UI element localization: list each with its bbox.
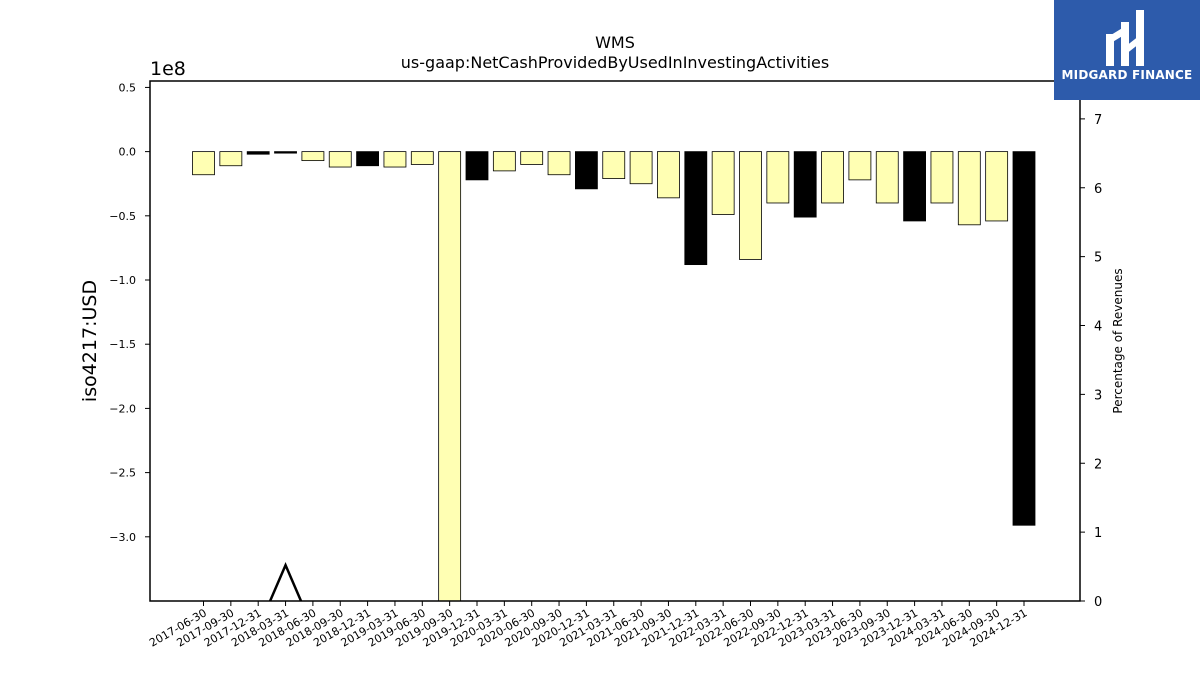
y-tick-label: −2.5 xyxy=(109,467,136,480)
y-tick-label: −2.0 xyxy=(109,402,136,415)
bar-2018-03-31 xyxy=(274,151,297,154)
bar-2021-06-30 xyxy=(629,151,653,185)
bar-2019-06-30 xyxy=(410,151,434,165)
bar-2018-12-31 xyxy=(356,151,380,167)
y-tick-label: −1.0 xyxy=(109,274,136,287)
bar-2020-12-31 xyxy=(575,151,598,190)
y2-tick-label: 1 xyxy=(1094,526,1102,541)
bar-2018-09-30 xyxy=(328,151,352,168)
bar-2024-03-31 xyxy=(930,151,954,204)
y-tick-label: 0.0 xyxy=(119,146,137,159)
bar-2019-09-30 xyxy=(438,151,462,601)
chart-title: WMS xyxy=(595,33,635,52)
bar-2017-09-30 xyxy=(219,151,243,167)
y-tick-label: −1.5 xyxy=(109,338,136,351)
y-tick-label: −0.5 xyxy=(109,210,136,223)
percentage-line xyxy=(268,562,303,601)
bar-2019-12-31 xyxy=(465,151,489,181)
y-tick-label: 0.5 xyxy=(119,81,137,94)
midgard-logo-icon xyxy=(1106,10,1144,66)
bar-2024-12-31 xyxy=(1012,151,1036,526)
bar-2022-03-31 xyxy=(711,151,735,215)
bar-2017-06-30 xyxy=(192,151,215,176)
bar-2023-09-30 xyxy=(875,151,899,204)
bar-2019-03-31 xyxy=(383,151,407,168)
bar-2024-09-30 xyxy=(985,151,1009,222)
y2-tick-label: 4 xyxy=(1094,320,1102,335)
bar-2020-09-30 xyxy=(547,151,571,176)
chart-subtitle: us-gaap:NetCashProvidedByUsedInInvesting… xyxy=(401,53,829,72)
bar-2023-03-31 xyxy=(821,151,844,204)
y2-tick-label: 2 xyxy=(1094,457,1102,472)
y-offset-label: 1e8 xyxy=(150,58,186,80)
bar-2022-09-30 xyxy=(766,151,790,204)
bar-2020-03-31 xyxy=(492,151,516,172)
y-tick-label: −3.0 xyxy=(109,531,136,544)
y2-tick-label: 0 xyxy=(1094,595,1102,610)
bar-2022-06-30 xyxy=(739,151,762,260)
bar-2021-09-30 xyxy=(657,151,680,199)
bar-2023-12-31 xyxy=(903,151,926,222)
bar-2018-06-30 xyxy=(301,151,325,162)
y2-tick-label: 5 xyxy=(1094,251,1102,266)
plot-frame xyxy=(149,80,1081,602)
y2-axis-label: Percentage of Revenues xyxy=(1111,268,1125,413)
y2-tick-label: 6 xyxy=(1094,182,1102,197)
bar-2021-12-31 xyxy=(684,151,708,266)
logo-text: MIDGARD FINANCE xyxy=(1061,68,1193,82)
y-axis-label: iso4217:USD xyxy=(79,280,101,402)
bar-2024-06-30 xyxy=(957,151,981,226)
bar-2023-06-30 xyxy=(848,151,872,181)
bar-2022-12-31 xyxy=(793,151,817,218)
bar-2021-03-31 xyxy=(602,151,626,179)
y2-tick-label: 3 xyxy=(1094,388,1102,403)
bar-2020-06-30 xyxy=(520,151,544,165)
bar-2017-12-31 xyxy=(246,151,270,155)
midgard-finance-logo: MIDGARD FINANCE xyxy=(1054,0,1200,100)
y2-tick-label: 7 xyxy=(1094,113,1102,128)
